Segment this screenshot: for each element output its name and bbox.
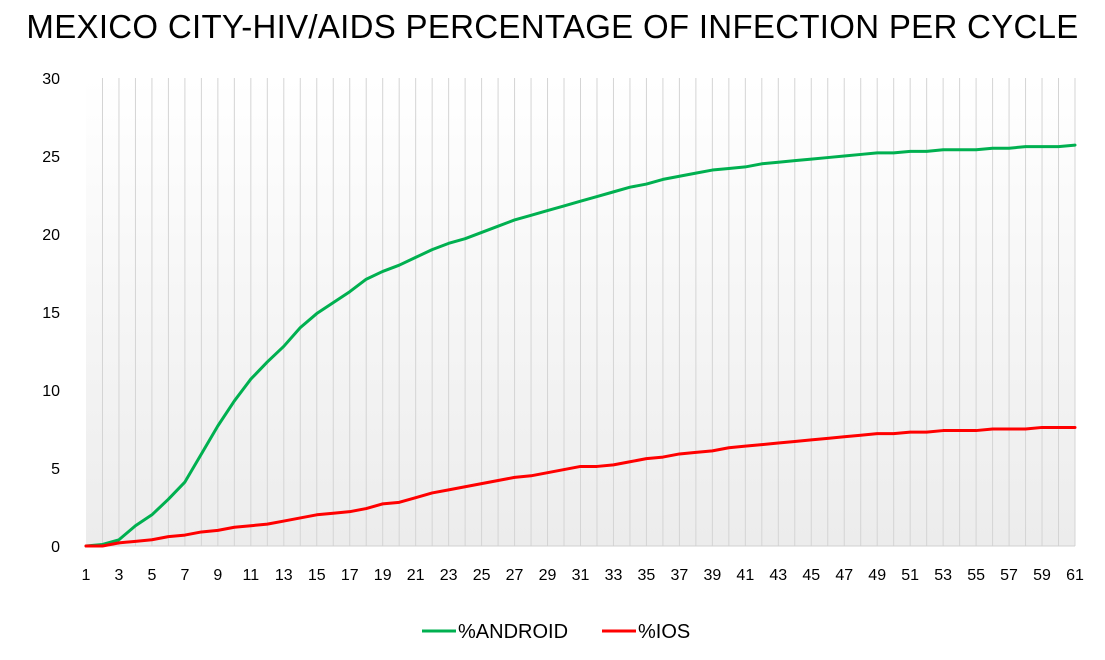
x-tick-label: 35 — [638, 567, 656, 584]
x-tick-label: 37 — [671, 567, 689, 584]
y-tick-label: 30 — [42, 71, 60, 88]
x-tick-label: 43 — [769, 567, 787, 584]
x-tick-label: 21 — [407, 567, 425, 584]
y-tick-label: 10 — [42, 383, 60, 400]
x-axis: 1 3 5 7 9 11 13 15 17 19 21 23 25 27 29 31 33 35 37 39 41 43 4… — [82, 567, 1084, 584]
x-tick-label: 1 — [82, 567, 91, 584]
series-line-ios — [84, 425, 1077, 548]
x-tick-label: 57 — [1000, 567, 1018, 584]
x-tick-label: 5 — [147, 567, 156, 584]
x-tick-label: 13 — [275, 567, 293, 584]
x-tick-label: 3 — [115, 567, 124, 584]
x-tick-label: 31 — [572, 567, 590, 584]
y-axis: 0 5 10 15 20 25 30 — [42, 71, 60, 556]
x-tick-label: 51 — [901, 567, 919, 584]
legend-label: %ANDROID — [458, 621, 568, 643]
x-tick-label: 19 — [374, 567, 392, 584]
x-tick-label: 23 — [440, 567, 458, 584]
x-tick-label: 29 — [539, 567, 557, 584]
x-tick-label: 33 — [605, 567, 623, 584]
grid-lines — [86, 78, 1076, 547]
x-tick-label: 55 — [967, 567, 985, 584]
x-tick-label: 53 — [934, 567, 952, 584]
legend-label: %IOS — [638, 621, 690, 643]
x-tick-label: 61 — [1066, 567, 1084, 584]
x-tick-label: 47 — [835, 567, 853, 584]
x-tick-label: 39 — [703, 567, 721, 584]
x-tick-label: 27 — [506, 567, 524, 584]
x-tick-label: 49 — [868, 567, 886, 584]
x-tick-label: 45 — [802, 567, 820, 584]
y-tick-label: 5 — [51, 461, 60, 478]
x-tick-label: 11 — [243, 567, 260, 584]
x-tick-label: 17 — [341, 567, 359, 584]
x-tick-label: 7 — [180, 567, 189, 584]
x-tick-label: 9 — [213, 567, 222, 584]
y-tick-label: 0 — [51, 539, 60, 556]
x-tick-label: 41 — [736, 567, 754, 584]
x-tick-label: 25 — [473, 567, 491, 584]
chart-title: MEXICO CITY-HIV/AIDS PERCENTAGE OF INFEC… — [26, 8, 1079, 45]
y-tick-label: 25 — [42, 149, 60, 166]
legend: %ANDROID %IOS — [422, 621, 690, 643]
series-group — [84, 143, 1077, 548]
y-tick-label: 20 — [42, 227, 60, 244]
y-tick-label: 15 — [42, 305, 60, 322]
series-line-android — [84, 143, 1077, 548]
x-tick-label: 59 — [1033, 567, 1051, 584]
x-tick-label: 15 — [308, 567, 326, 584]
